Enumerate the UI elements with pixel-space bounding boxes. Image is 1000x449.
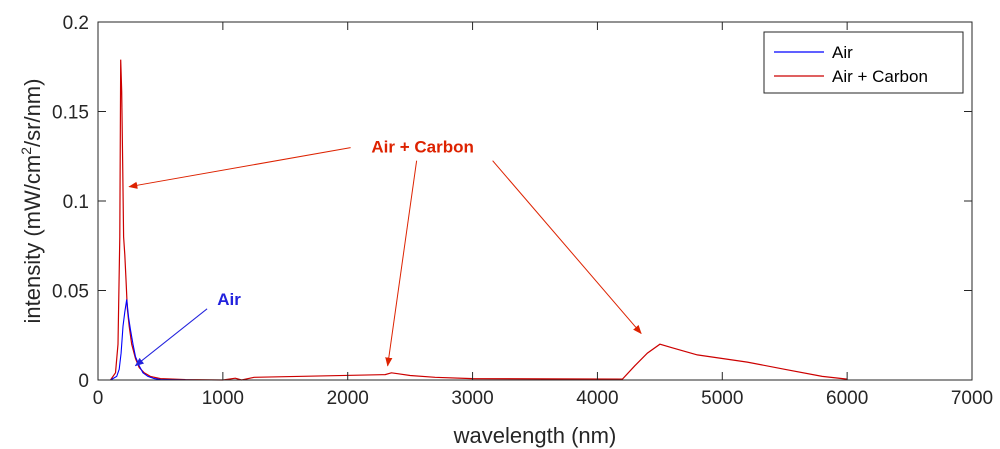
y-tick-label: 0.15 [52, 103, 89, 124]
y-axis-label-main: intensity (mW/cm [20, 155, 45, 324]
x-tick-label: 3000 [451, 388, 493, 409]
annotation-arrow-air-carbon [492, 160, 642, 335]
annotation-air-label: Air [217, 290, 241, 309]
x-tick-label: 5000 [701, 388, 743, 409]
legend-box [763, 31, 964, 94]
y-tick-label: 0.2 [63, 13, 89, 34]
x-axis-label: wavelength (nm) [453, 423, 617, 448]
annotation-arrow-air [134, 308, 208, 367]
legend: Air Air + Carbon [763, 31, 964, 94]
x-tick-label: 0 [93, 388, 104, 409]
y-axis-label-tail: /sr/nm) [20, 79, 45, 147]
x-tick-label: 4000 [576, 388, 618, 409]
x-tick-label: 2000 [327, 388, 369, 409]
x-tick-label: 6000 [826, 388, 868, 409]
legend-label-air: Air [832, 43, 853, 62]
legend-label-air-carbon: Air + Carbon [832, 67, 928, 86]
annotation-air-carbon-label: Air + Carbon [371, 138, 474, 157]
x-tick-label: 7000 [951, 388, 993, 409]
annotations-layer: Air + Carbon Air [128, 138, 642, 367]
y-tick-label: 0.05 [52, 282, 89, 303]
y-tick-label: 0.1 [63, 192, 89, 213]
annotation-arrow-air-carbon [385, 160, 418, 367]
annotation-arrow-air-carbon [128, 147, 351, 189]
y-axis-label: intensity (mW/cm2/sr/nm) [18, 79, 45, 324]
y-axis-label-superscript: 2 [18, 147, 34, 155]
x-tick-label: 1000 [202, 388, 244, 409]
y-tick-label: 0 [78, 371, 89, 392]
series-line-air-carbon [110, 59, 848, 381]
ticks-layer: 0 1000 2000 3000 4000 5000 6000 7000 0 0.05 0.1 0.1… [52, 13, 993, 409]
